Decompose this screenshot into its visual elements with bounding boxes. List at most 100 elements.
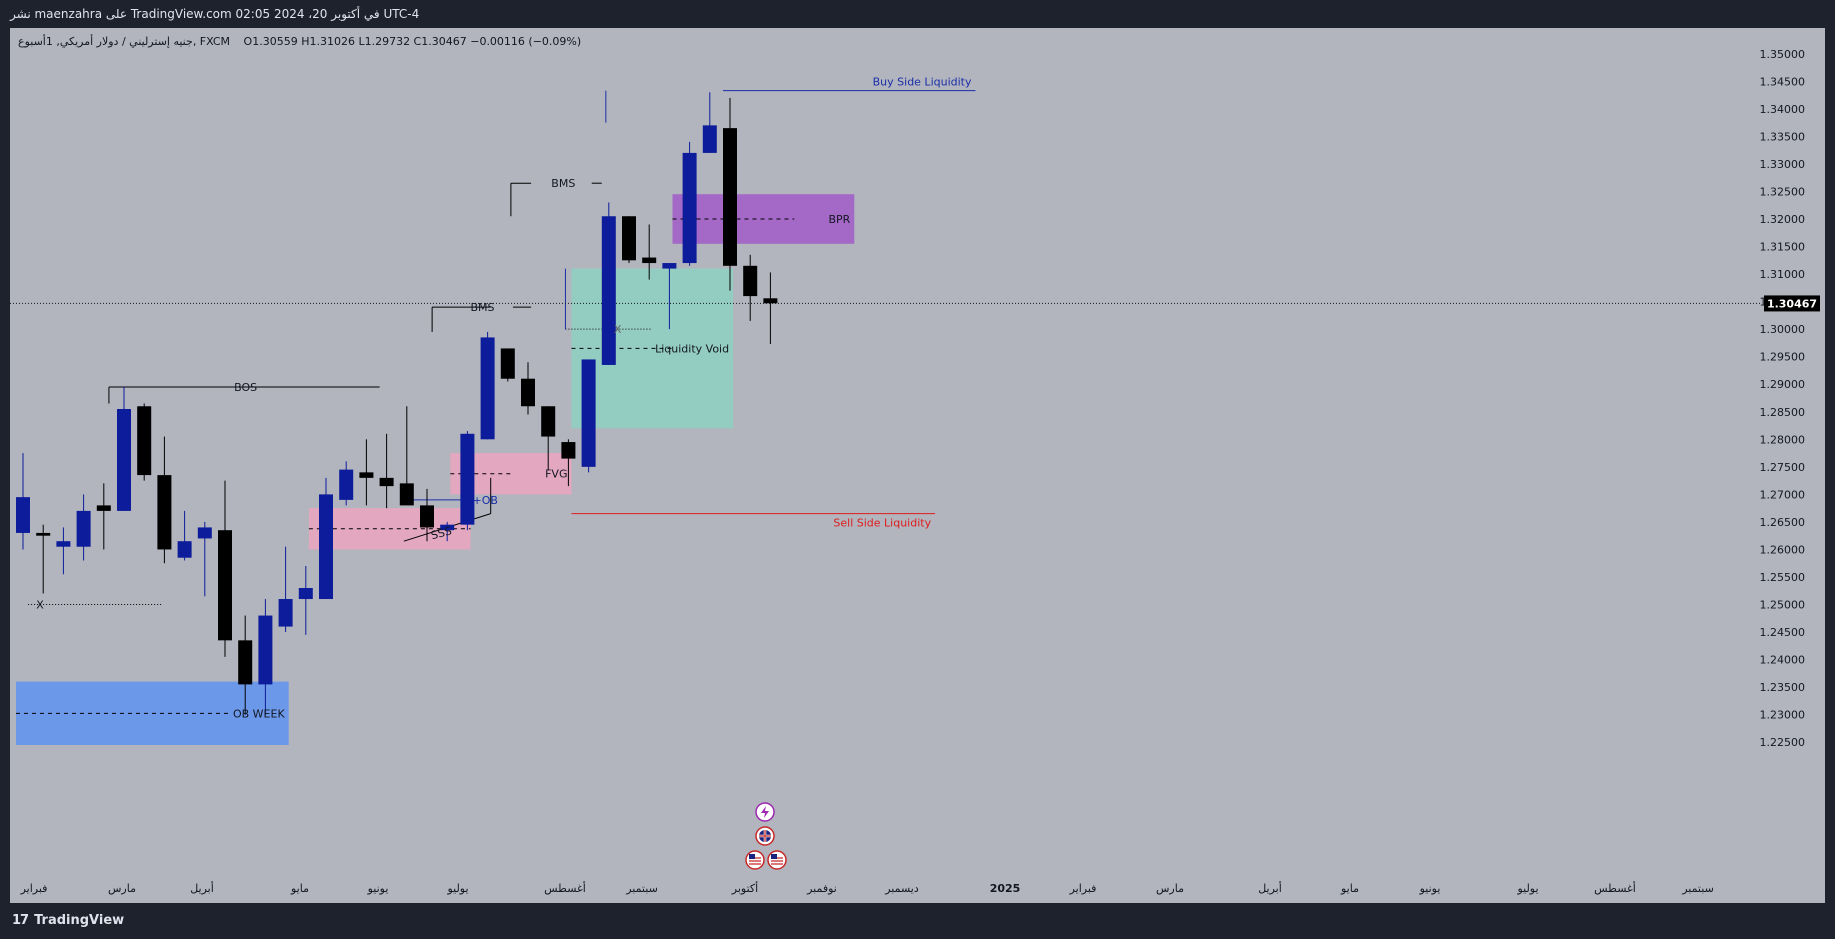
- candle[interactable]: [339, 461, 354, 506]
- price-tick-label: 1.32500: [1760, 185, 1806, 198]
- us-flag-event-icon[interactable]: [745, 850, 765, 870]
- annotation-x: X: [36, 599, 44, 612]
- candle[interactable]: [379, 433, 394, 509]
- candle-body: [561, 442, 576, 459]
- candle-body: [157, 475, 172, 550]
- time-tick-label: يونيو: [1419, 882, 1441, 895]
- candle-body: [500, 348, 515, 379]
- price-tick-label: 1.31500: [1760, 241, 1806, 254]
- candle[interactable]: [500, 348, 515, 382]
- price-tick-label: 1.33500: [1760, 130, 1806, 143]
- candle[interactable]: [76, 494, 91, 561]
- uk-flag-event-icon[interactable]: [755, 826, 775, 846]
- candle-body: [197, 527, 212, 539]
- candle-body: [662, 263, 677, 269]
- symbol-name: جنيه إسترليني / دولار أمريكي, 1أسبوع, FX…: [18, 34, 230, 48]
- us-flag-event-icon[interactable]: [767, 850, 787, 870]
- price-tick-label: 1.28000: [1760, 433, 1806, 446]
- candle[interactable]: [399, 406, 414, 506]
- annotation-bms: BMS: [471, 301, 495, 314]
- price-tick-label: 1.27000: [1760, 488, 1806, 501]
- annotation-bms: BMS: [551, 177, 575, 190]
- price-tick-label: 1.26000: [1760, 543, 1806, 556]
- price-tick-label: 1.31000: [1760, 268, 1806, 281]
- candle-body: [440, 524, 455, 531]
- candle-body: [339, 469, 354, 500]
- candle[interactable]: [440, 521, 455, 542]
- candle[interactable]: [177, 510, 192, 561]
- price-tick-label: 1.24500: [1760, 626, 1806, 639]
- candle[interactable]: [622, 216, 636, 264]
- time-tick-label: أغسطس: [544, 881, 586, 895]
- lightning-event-icon[interactable]: [755, 802, 775, 822]
- candle[interactable]: [218, 480, 232, 657]
- annotation-x: X: [614, 323, 622, 336]
- candle[interactable]: [763, 272, 778, 345]
- time-tick-label: مارس: [1156, 882, 1184, 895]
- time-tick-label: 2025: [990, 882, 1021, 895]
- symbol-legend: جنيه إسترليني / دولار أمريكي, 1أسبوع, FX…: [18, 34, 581, 48]
- candle-body: [601, 216, 616, 365]
- candle-body: [76, 510, 91, 547]
- candle-body: [36, 532, 51, 536]
- price-tick-label: 1.23000: [1760, 709, 1806, 722]
- price-tick-label: 1.23500: [1760, 681, 1806, 694]
- time-tick-label: سبتمبر: [625, 882, 658, 895]
- candle[interactable]: [420, 488, 434, 542]
- candle[interactable]: [642, 224, 657, 280]
- candle[interactable]: [662, 263, 677, 330]
- price-tick-label: 1.32000: [1760, 213, 1806, 226]
- candle-body: [379, 477, 394, 487]
- time-tick-label: مارس: [108, 882, 136, 895]
- price-tick-label: 1.34500: [1760, 75, 1806, 88]
- candle-body: [581, 359, 596, 467]
- candle-body: [16, 497, 30, 533]
- candle[interactable]: [117, 386, 131, 511]
- candle[interactable]: [96, 483, 111, 550]
- candle[interactable]: [278, 546, 293, 633]
- candle[interactable]: [197, 521, 212, 597]
- candle[interactable]: [682, 141, 697, 266]
- candle[interactable]: [561, 439, 576, 487]
- candle[interactable]: [743, 254, 758, 321]
- candle[interactable]: [16, 453, 30, 550]
- sell-side-liquidity-label: Sell Side Liquidity: [833, 517, 931, 530]
- candle-body: [622, 216, 636, 261]
- candle-body: [702, 125, 717, 153]
- chart-area[interactable]: OB WEEK FVG Liquidity Void BPR Buy Side Liqu…: [10, 28, 1825, 903]
- time-tick-label: فبراير: [20, 882, 48, 895]
- price-tick-label: 1.29500: [1760, 351, 1806, 364]
- candle[interactable]: [36, 524, 51, 594]
- footer-brand[interactable]: 17 TradingView: [0, 903, 1835, 939]
- candle[interactable]: [723, 97, 737, 291]
- candle[interactable]: [258, 599, 273, 715]
- zone-label: BPR: [828, 213, 850, 226]
- candle[interactable]: [581, 359, 596, 473]
- candle[interactable]: [480, 331, 495, 440]
- candle[interactable]: [359, 439, 374, 506]
- candle-body: [399, 483, 414, 506]
- candle[interactable]: [541, 406, 556, 470]
- candle-body: [319, 494, 333, 600]
- candle[interactable]: [319, 477, 333, 600]
- candle-body: [238, 640, 253, 685]
- candle-body: [521, 378, 535, 407]
- candle[interactable]: [521, 362, 535, 415]
- candle[interactable]: [137, 403, 152, 481]
- price-tick-label: 1.34000: [1760, 103, 1806, 116]
- candle[interactable]: [298, 565, 313, 635]
- candle[interactable]: [601, 202, 616, 365]
- candle[interactable]: [460, 431, 475, 531]
- candle[interactable]: [702, 92, 717, 153]
- time-tick-label: أغسطس: [1594, 881, 1636, 895]
- chart-canvas[interactable]: OB WEEK FVG Liquidity Void BPR Buy Side Liqu…: [10, 28, 1825, 903]
- price-tick-label: 1.25500: [1760, 571, 1806, 584]
- candle-body: [682, 152, 697, 264]
- candle[interactable]: [238, 615, 253, 715]
- price-tick-label: 1.30000: [1760, 323, 1806, 336]
- candle[interactable]: [157, 436, 172, 564]
- time-tick-label: سبتمبر: [1681, 882, 1714, 895]
- annotation-bos: BOS: [234, 381, 257, 394]
- time-tick-label: مايو: [1340, 882, 1359, 895]
- candle[interactable]: [56, 527, 71, 575]
